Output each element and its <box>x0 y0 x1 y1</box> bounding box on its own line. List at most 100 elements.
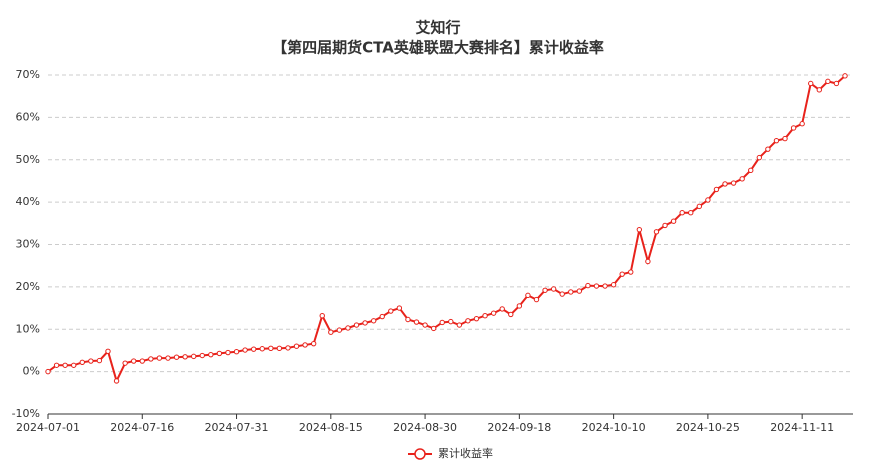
point <box>285 345 291 351</box>
point <box>122 360 128 366</box>
point <box>405 316 411 323</box>
x-tick-label: 2024-07-16 <box>110 421 174 434</box>
y-tick-label: 30% <box>16 238 40 251</box>
x-tick-label: 2024-08-30 <box>393 421 457 434</box>
y-tick-label: 60% <box>16 110 40 123</box>
point <box>525 292 531 299</box>
point <box>568 289 574 295</box>
point <box>336 327 343 333</box>
point <box>533 296 540 303</box>
point <box>499 306 505 312</box>
point <box>370 318 377 324</box>
x-tick-label: 2024-11-11 <box>770 421 834 434</box>
point <box>576 288 583 294</box>
point <box>242 347 248 353</box>
point <box>182 354 188 360</box>
point <box>653 229 660 235</box>
point <box>439 319 445 326</box>
x-tick-label: 2024-10-10 <box>582 421 646 434</box>
point <box>799 121 805 127</box>
x-tick-label: 2024-07-01 <box>16 421 80 434</box>
point <box>105 348 111 354</box>
x-tick-label: 2024-09-18 <box>487 421 551 434</box>
point <box>131 358 137 364</box>
point <box>773 137 780 144</box>
point <box>679 210 685 216</box>
point <box>782 135 788 142</box>
point <box>362 320 368 326</box>
point <box>96 357 103 364</box>
y-tick-label: 40% <box>16 195 40 208</box>
point <box>713 186 720 193</box>
point <box>593 283 600 289</box>
point <box>276 345 283 352</box>
point <box>71 362 77 368</box>
point <box>722 181 728 187</box>
point <box>756 154 763 161</box>
point <box>165 355 171 361</box>
point <box>53 362 60 368</box>
point <box>473 315 480 322</box>
point <box>328 329 334 335</box>
point <box>465 318 471 324</box>
legend-label: 累计收益率 <box>438 446 493 460</box>
point <box>113 378 120 384</box>
point <box>670 218 677 224</box>
point <box>199 352 205 359</box>
point <box>448 318 454 325</box>
point <box>482 312 488 319</box>
point <box>233 349 240 355</box>
point <box>45 368 51 375</box>
point <box>353 322 360 328</box>
point <box>550 286 557 292</box>
point <box>88 358 94 364</box>
point <box>319 312 325 319</box>
point <box>833 80 840 87</box>
x-tick-label: 2024-10-25 <box>676 421 740 434</box>
point <box>808 80 814 87</box>
point <box>696 203 703 210</box>
point <box>628 269 634 275</box>
point <box>139 358 145 364</box>
point <box>190 353 197 360</box>
point <box>610 282 617 288</box>
point <box>645 258 651 265</box>
point <box>156 355 163 361</box>
y-tick-label: 10% <box>16 322 40 335</box>
point <box>516 303 523 309</box>
point <box>559 291 565 297</box>
point <box>310 340 317 347</box>
point <box>619 271 625 277</box>
line <box>47 75 846 384</box>
legend-marker <box>414 448 426 460</box>
chart-subtitle: 【第四届期货CTA英雄联盟大赛排名】累计收益率 <box>272 39 604 57</box>
point <box>636 226 643 233</box>
point <box>430 325 437 332</box>
point <box>422 322 428 328</box>
y-tick-label: -10% <box>12 407 40 420</box>
x-tick-label: 2024-07-31 <box>205 421 269 434</box>
point <box>208 351 214 358</box>
point <box>748 167 754 174</box>
point <box>388 308 394 314</box>
point <box>62 362 68 368</box>
y-tick-label: 0% <box>23 365 40 378</box>
point <box>765 146 771 152</box>
point <box>268 345 274 352</box>
y-tick-label: 50% <box>16 153 40 166</box>
point <box>396 305 403 311</box>
point <box>730 180 737 186</box>
point <box>148 356 154 362</box>
point <box>79 359 85 366</box>
point <box>662 222 668 229</box>
point <box>508 311 514 318</box>
point <box>302 342 308 348</box>
point <box>250 346 257 352</box>
point <box>413 319 420 325</box>
point <box>345 325 351 331</box>
point <box>542 287 548 293</box>
point <box>602 283 608 289</box>
point <box>842 73 848 79</box>
point <box>225 349 231 356</box>
